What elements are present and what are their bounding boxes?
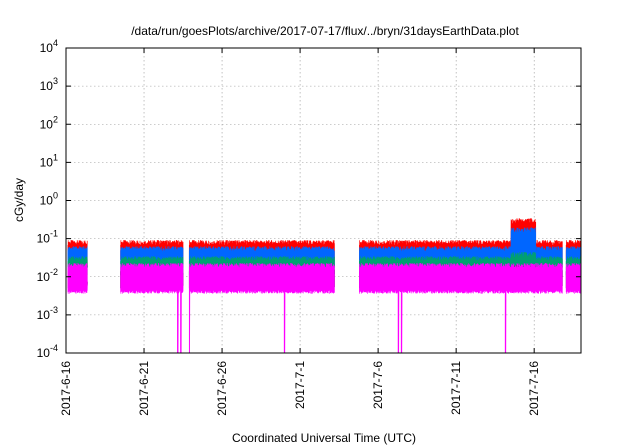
y-tick-label: 10-1 [37, 229, 58, 246]
y-tick-label: 100 [40, 191, 58, 208]
y-tick-label: 104 [40, 38, 58, 55]
x-axis: 2017-6-16 2017-6-21 2017-6-26 2017-7-1 2017-… [59, 48, 541, 416]
x-tick-label: 2017-7-6 [371, 361, 385, 409]
x-tick-label: 2017-6-16 [59, 361, 73, 416]
y-tick-label: 10-4 [37, 343, 58, 360]
x-axis-label: Coordinated Universal Time (UTC) [232, 431, 416, 445]
x-tick-label: 2017-6-26 [215, 361, 229, 416]
y-tick-label: 10-2 [37, 267, 58, 284]
y-tick-label: 10-3 [37, 305, 58, 322]
y-tick-label: 103 [40, 76, 58, 93]
series-group [67, 217, 582, 354]
grid [65, 47, 581, 354]
series-line [67, 262, 582, 354]
y-axis: 10-4 10-3 10-2 10-1 100 101 102 103 104 [37, 38, 581, 360]
chart-title: /data/run/goesPlots/archive/2017-07-17/f… [131, 24, 519, 38]
y-tick-label: 102 [40, 114, 58, 131]
y-tick-label: 101 [40, 152, 58, 169]
y-axis-label: cGy/day [12, 178, 26, 222]
x-tick-label: 2017-6-21 [137, 361, 151, 416]
x-tick-label: 2017-7-11 [449, 361, 463, 415]
x-tick-label: 2017-7-16 [527, 361, 541, 416]
x-tick-label: 2017-7-1 [293, 361, 307, 409]
